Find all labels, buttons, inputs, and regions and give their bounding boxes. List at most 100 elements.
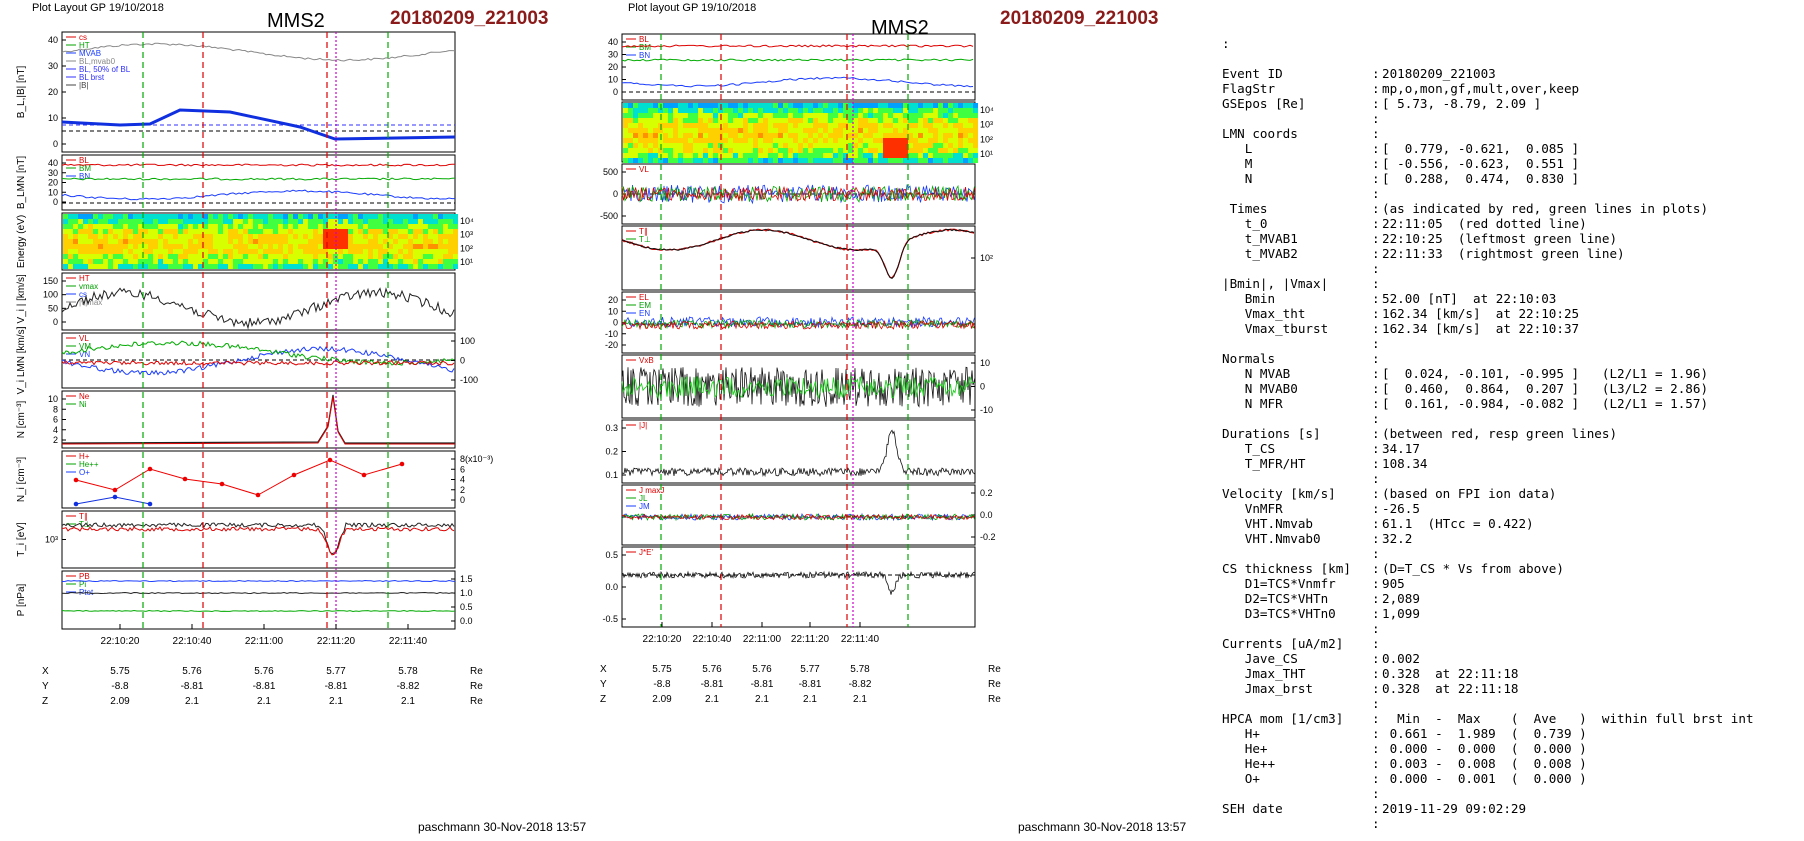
spectrogram-cell [313, 254, 318, 259]
spectrogram-cell [738, 148, 743, 153]
spectrogram-cell [198, 229, 203, 234]
spectrogram-cell [228, 229, 233, 234]
spectrogram-cell [258, 239, 263, 244]
spectrogram-cell [708, 128, 713, 133]
spectrogram-cell [868, 153, 873, 158]
spectrogram-cell [98, 249, 103, 254]
spectrogram-cell [788, 138, 793, 143]
spectrogram-cell [713, 143, 718, 148]
y-tick-label: -20 [605, 340, 618, 350]
spectrogram-cell [328, 264, 333, 269]
spectrogram-cell [233, 214, 238, 219]
spectrogram-cell [768, 148, 773, 153]
spectrogram-cell [293, 224, 298, 229]
spectrogram-cell [363, 224, 368, 229]
spectrogram-cell [623, 133, 628, 138]
spectrogram-cell [453, 254, 458, 259]
spectrogram-cell [843, 123, 848, 128]
spectrogram-cell [373, 264, 378, 269]
spectrogram-cell [853, 133, 858, 138]
info-row: : [1222, 186, 1802, 201]
spectrogram-cell [73, 214, 78, 219]
spectrogram-cell [733, 123, 738, 128]
info-row: t_0:22:11:05 (red dotted line) [1222, 216, 1802, 231]
spectrogram-cell [693, 103, 698, 108]
spectrogram-cell [803, 103, 808, 108]
spectrogram-cell [188, 224, 193, 229]
spectrogram-cell [818, 113, 823, 118]
y-tick-label: 10³ [45, 535, 58, 545]
bn-series [61, 189, 455, 201]
spectrogram-cell [643, 128, 648, 133]
spectrogram-cell [333, 244, 338, 249]
spectrogram-cell [743, 118, 748, 123]
spectrogram-cell [713, 153, 718, 158]
spectrogram-cell [408, 244, 413, 249]
spectrogram-cell [318, 214, 323, 219]
spectrogram-cell [178, 254, 183, 259]
spectrogram-cell [703, 153, 708, 158]
spectrogram-cell [393, 249, 398, 254]
spectrogram-cell [443, 254, 448, 259]
spectrogram-cell [663, 138, 668, 143]
spectrogram-cell [738, 118, 743, 123]
spectrogram-cell [653, 138, 658, 143]
spectrogram-cell [943, 108, 948, 113]
spectrogram-cell [313, 219, 318, 224]
spectrogram-cell [783, 143, 788, 148]
spectrogram-cell [388, 224, 393, 229]
left-spacecraft-title: MMS2 [267, 10, 325, 32]
spectrogram-cell [688, 103, 693, 108]
spectrogram-cell [828, 133, 833, 138]
spectrogram-cell [143, 244, 148, 249]
info-colon: : [1372, 216, 1380, 231]
spectrogram-cell [898, 123, 903, 128]
spectrogram-cell [908, 113, 913, 118]
spectrogram-cell [643, 103, 648, 108]
spectrogram-cell [423, 229, 428, 234]
spectrogram-cell [658, 158, 663, 163]
spectrogram-cell [963, 103, 968, 108]
spectrogram-cell [818, 103, 823, 108]
spectrogram-cell [408, 264, 413, 269]
spectrogram-cell [823, 113, 828, 118]
spectrogram-cell [193, 224, 198, 229]
spectrogram-cell [628, 103, 633, 108]
y-tick-label: 0.1 [605, 470, 618, 480]
spectrogram-cell [773, 123, 778, 128]
spectrogram-cell [363, 244, 368, 249]
spectrogram-cell [733, 158, 738, 163]
spectrogram-cell [763, 103, 768, 108]
spectrogram-cell [298, 229, 303, 234]
spectrogram-cell [763, 158, 768, 163]
spectrogram-cell [68, 224, 73, 229]
spectrogram-cell [238, 244, 243, 249]
spectrogram-cell [138, 229, 143, 234]
spectrogram-cell [318, 229, 323, 234]
spectrogram-cell [388, 259, 393, 264]
spectrogram-cell [188, 244, 193, 249]
spectrogram-cell [178, 244, 183, 249]
spectrogram-cell [633, 153, 638, 158]
spectrogram-cell [808, 108, 813, 113]
spectrogram-cell [648, 138, 653, 143]
spectrogram-cell [393, 264, 398, 269]
spectrogram-cell [698, 113, 703, 118]
spectrogram-cell [133, 259, 138, 264]
spectrogram-cell [88, 254, 93, 259]
spectrogram-cell [373, 214, 378, 219]
spectrogram-cell [793, 108, 798, 113]
spectrogram-cell [118, 249, 123, 254]
spectrogram-cell [768, 138, 773, 143]
spectrogram-cell [883, 153, 888, 158]
right-layout-label: Plot layout GP 19/10/2018 [628, 2, 757, 14]
spectrogram-cell [303, 249, 308, 254]
y-axis-label: N [cm⁻³] [16, 401, 27, 439]
spectrogram-cell [633, 123, 638, 128]
spectrogram-cell [278, 259, 283, 264]
spectrogram-cell [728, 128, 733, 133]
spectrogram-cell [438, 264, 443, 269]
spectrogram-cell [788, 118, 793, 123]
spectrogram-cell [793, 133, 798, 138]
spectrogram-cell [803, 118, 808, 123]
